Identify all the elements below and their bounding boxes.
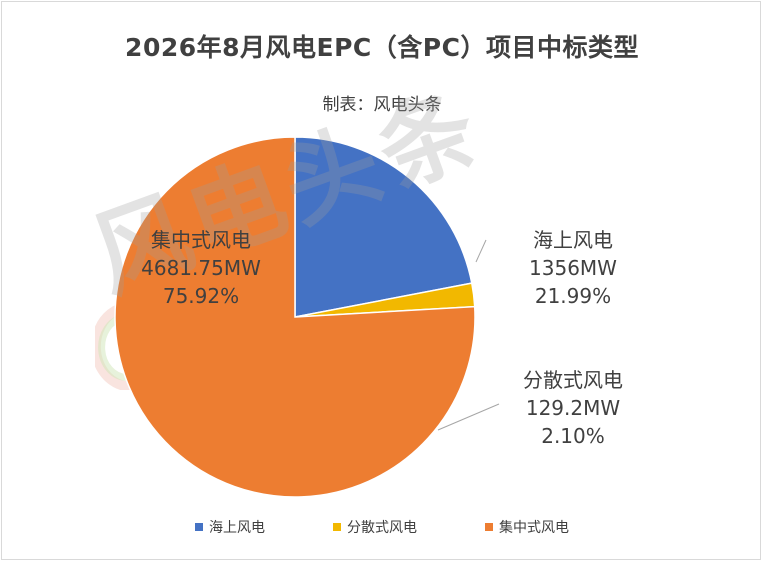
data-label-name: 海上风电 (533, 228, 613, 252)
legend-label: 集中式风电 (499, 520, 569, 536)
pie-slice (114, 136, 476, 498)
data-label-percent: 21.99% (534, 284, 612, 308)
legend-swatch (333, 523, 341, 531)
data-label-name: 分散式风电 (523, 368, 623, 392)
legend-swatch (485, 523, 493, 531)
data-label: 集中式风电 4681.75MW 75.92% (121, 226, 281, 310)
legend-item: 集中式风电 (485, 517, 569, 537)
data-label-value: 1356MW (529, 256, 617, 280)
legend-item: 海上风电 (195, 517, 265, 537)
data-label-percent: 2.10% (541, 424, 605, 448)
chart-title: 2026年8月风电EPC（含PC）项目中标类型 (125, 33, 639, 62)
legend-item: 分散式风电 (333, 517, 417, 537)
leader-line (475, 239, 487, 263)
legend-swatch (195, 523, 203, 531)
chart-subtitle: 制表：风电头条 (322, 95, 442, 115)
data-label: 海上风电 1356MW 21.99% (493, 226, 653, 310)
legend-label: 海上风电 (209, 520, 265, 536)
pie-slice (294, 136, 473, 318)
data-label-value: 129.2MW (525, 396, 621, 420)
data-label-name: 集中式风电 (151, 228, 251, 252)
legend: 海上风电 分散式风电 集中式风电 (0, 517, 764, 537)
data-label: 分散式风电 129.2MW 2.10% (493, 366, 653, 450)
data-label-percent: 75.92% (162, 284, 240, 308)
leader-line (437, 403, 500, 431)
data-label-value: 4681.75MW (141, 256, 261, 280)
legend-label: 分散式风电 (347, 520, 417, 536)
